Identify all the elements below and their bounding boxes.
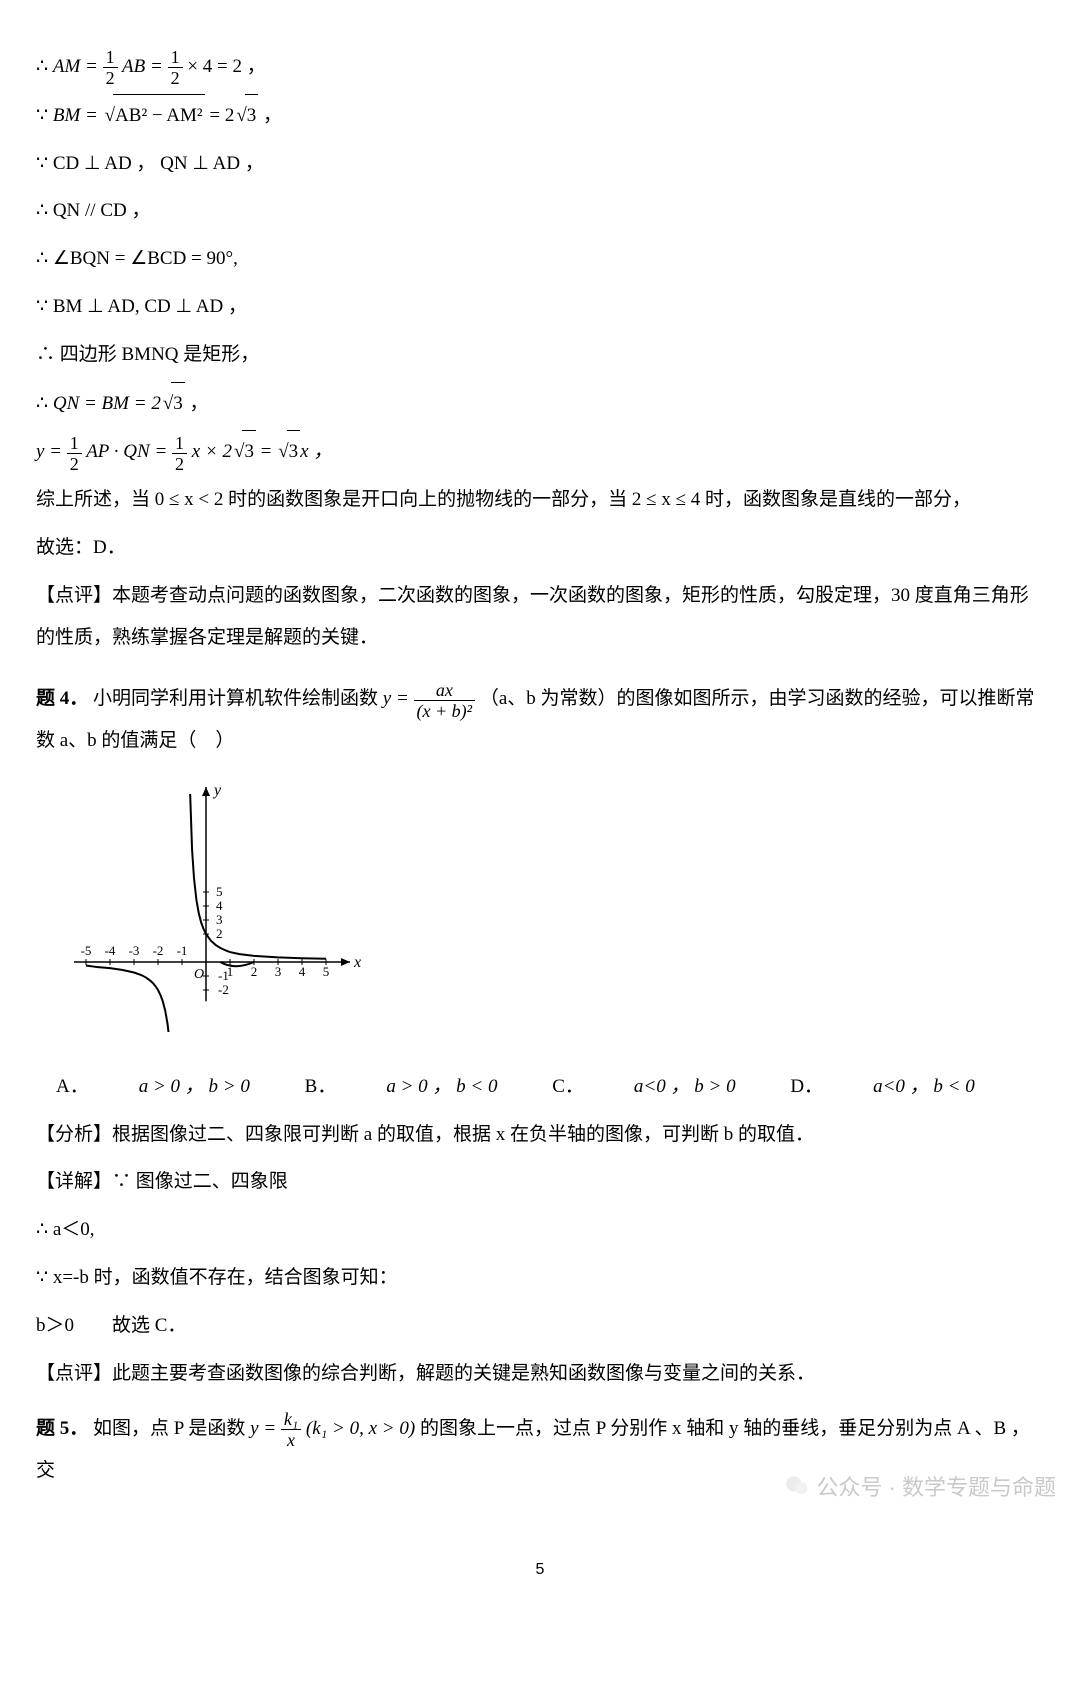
svg-text:x: x (353, 954, 361, 971)
svg-text:y: y (212, 782, 222, 799)
proof-line-8: ∴ QN = BM = 23 ， (36, 382, 1044, 425)
svg-text:-2: -2 (153, 943, 164, 958)
proof-line-6: ∵ BM ⊥ AD, CD ⊥ AD ， (36, 286, 1044, 328)
svg-text:5: 5 (323, 964, 330, 979)
svg-text:5: 5 (216, 884, 223, 899)
svg-text:O: O (194, 967, 204, 982)
q4-chart: -5-4-3-2-1123455432-1-2xyO (56, 772, 1044, 1048)
proof-summary: 综上所述，当 0 ≤ x < 2 时的函数图象是开口向上的抛物线的一部分，当 2… (36, 479, 1044, 521)
proof-choice: 故选：D． (36, 527, 1044, 569)
document-page: ∴ AM = 12 AB = 12 × 4 = 2 ， ∵ BM = AB² −… (0, 0, 1080, 1687)
q4-options: A．a > 0 ， b > 0 B．a > 0 ， b < 0 C．a<0 ， … (56, 1066, 1044, 1108)
proof-line-7: ∴ 四边形 BMNQ 是矩形， (36, 334, 1044, 376)
svg-text:3: 3 (216, 912, 223, 927)
svg-text:-4: -4 (105, 943, 116, 958)
proof-line-3: ∵ CD ⊥ AD ， QN ⊥ AD ， (36, 143, 1044, 185)
q4-detail-2: ∴ a＜0, (36, 1209, 1044, 1251)
svg-text:-2: -2 (218, 982, 229, 997)
watermark: 公众号 · 数学专题与命题 (784, 1470, 1056, 1502)
proof-line-2: ∵ BM = AB² − AM² = 23 ， (36, 94, 1044, 137)
q4-detail-1: 【详解】∵ 图像过二、四象限 (36, 1161, 1044, 1203)
q4-detail-4: b＞0 故选 C． (36, 1305, 1044, 1347)
page-number: 5 (36, 1552, 1044, 1587)
svg-text:-3: -3 (129, 943, 140, 958)
proof-line-1: ∴ AM = 12 AB = 12 × 4 = 2 ， (36, 46, 1044, 88)
proof-line-5: ∴ ∠BQN = ∠BCD = 90°, (36, 238, 1044, 280)
q4-detail-3: ∵ x=-b 时，函数值不存在，结合图象可知： (36, 1257, 1044, 1299)
svg-text:-1: -1 (177, 943, 188, 958)
svg-text:4: 4 (216, 898, 223, 913)
proof-comment: 【点评】本题考查动点问题的函数图象，二次函数的图象，一次函数的图象，矩形的性质，… (36, 575, 1044, 659)
q4-stem: 题 4． 小明同学利用计算机软件绘制函数 y = ax(x + b)² （a、b… (36, 678, 1044, 762)
svg-text:2: 2 (216, 926, 223, 941)
svg-text:3: 3 (275, 964, 282, 979)
proof-line-4: ∴ QN // CD ， (36, 190, 1044, 232)
svg-text:4: 4 (299, 964, 306, 979)
q4-comment: 【点评】此题主要考查函数图像的综合判断，解题的关键是熟知函数图像与变量之间的关系… (36, 1353, 1044, 1395)
q4-analysis: 【分析】根据图像过二、四象限可判断 a 的取值，根据 x 在负半轴的图像，可判断… (36, 1114, 1044, 1156)
svg-text:2: 2 (251, 964, 258, 979)
proof-line-9: y = 12 AP · QN = 12 x × 23 = 3x ， (36, 430, 1044, 473)
svg-text:-5: -5 (81, 943, 92, 958)
svg-text:-1: -1 (218, 968, 229, 983)
wechat-icon (784, 1473, 810, 1499)
